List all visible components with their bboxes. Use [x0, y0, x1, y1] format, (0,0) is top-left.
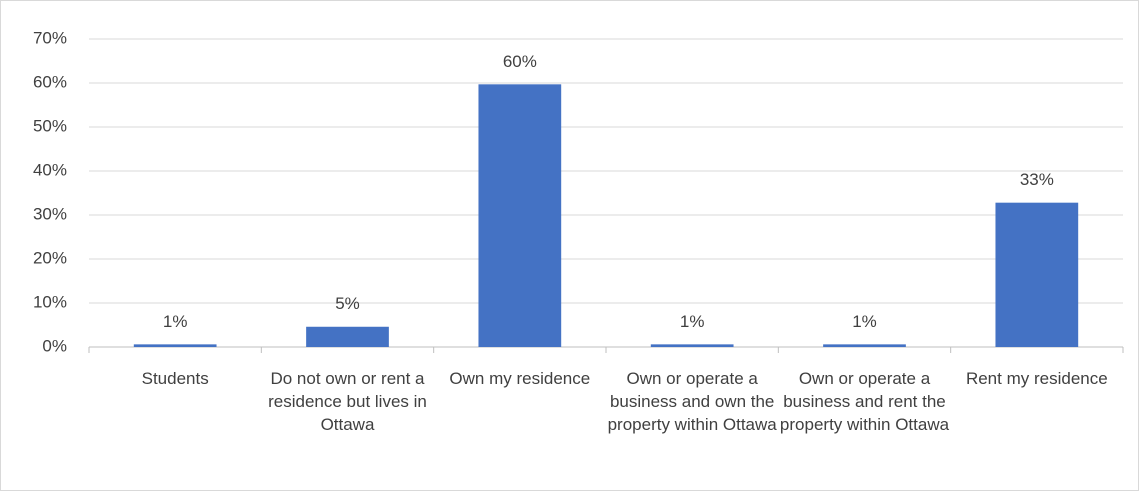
x-tick-label: Own or operate a business and own the pr…: [607, 369, 777, 434]
x-tick-label: Rent my residence: [965, 369, 1108, 388]
y-tick-label: 20%: [33, 248, 67, 267]
x-tick-label: Students: [141, 369, 209, 388]
data-label: 33%: [1020, 170, 1054, 189]
y-tick-label: 70%: [33, 28, 67, 47]
data-label: 1%: [852, 312, 877, 331]
bar: [995, 202, 1079, 347]
bar: [306, 326, 389, 347]
y-tick-label: 0%: [42, 336, 67, 355]
data-label: 1%: [163, 312, 188, 331]
y-tick-label: 60%: [33, 72, 67, 91]
bar: [133, 344, 217, 347]
x-tick-label: Own or operate a business and rent the p…: [779, 369, 950, 434]
bar: [650, 344, 734, 347]
y-tick-label: 40%: [33, 160, 67, 179]
bar: [478, 84, 562, 347]
y-tick-label: 10%: [33, 292, 67, 311]
data-label: 5%: [335, 294, 360, 313]
data-label: 60%: [503, 52, 537, 71]
x-tick-label: Own my residence: [449, 369, 591, 388]
x-tick-label: Do not own or rent a residence but lives…: [268, 369, 427, 434]
data-label: 1%: [680, 312, 705, 331]
y-tick-label: 50%: [33, 116, 67, 135]
bar: [823, 344, 906, 347]
y-tick-label: 30%: [33, 204, 67, 223]
